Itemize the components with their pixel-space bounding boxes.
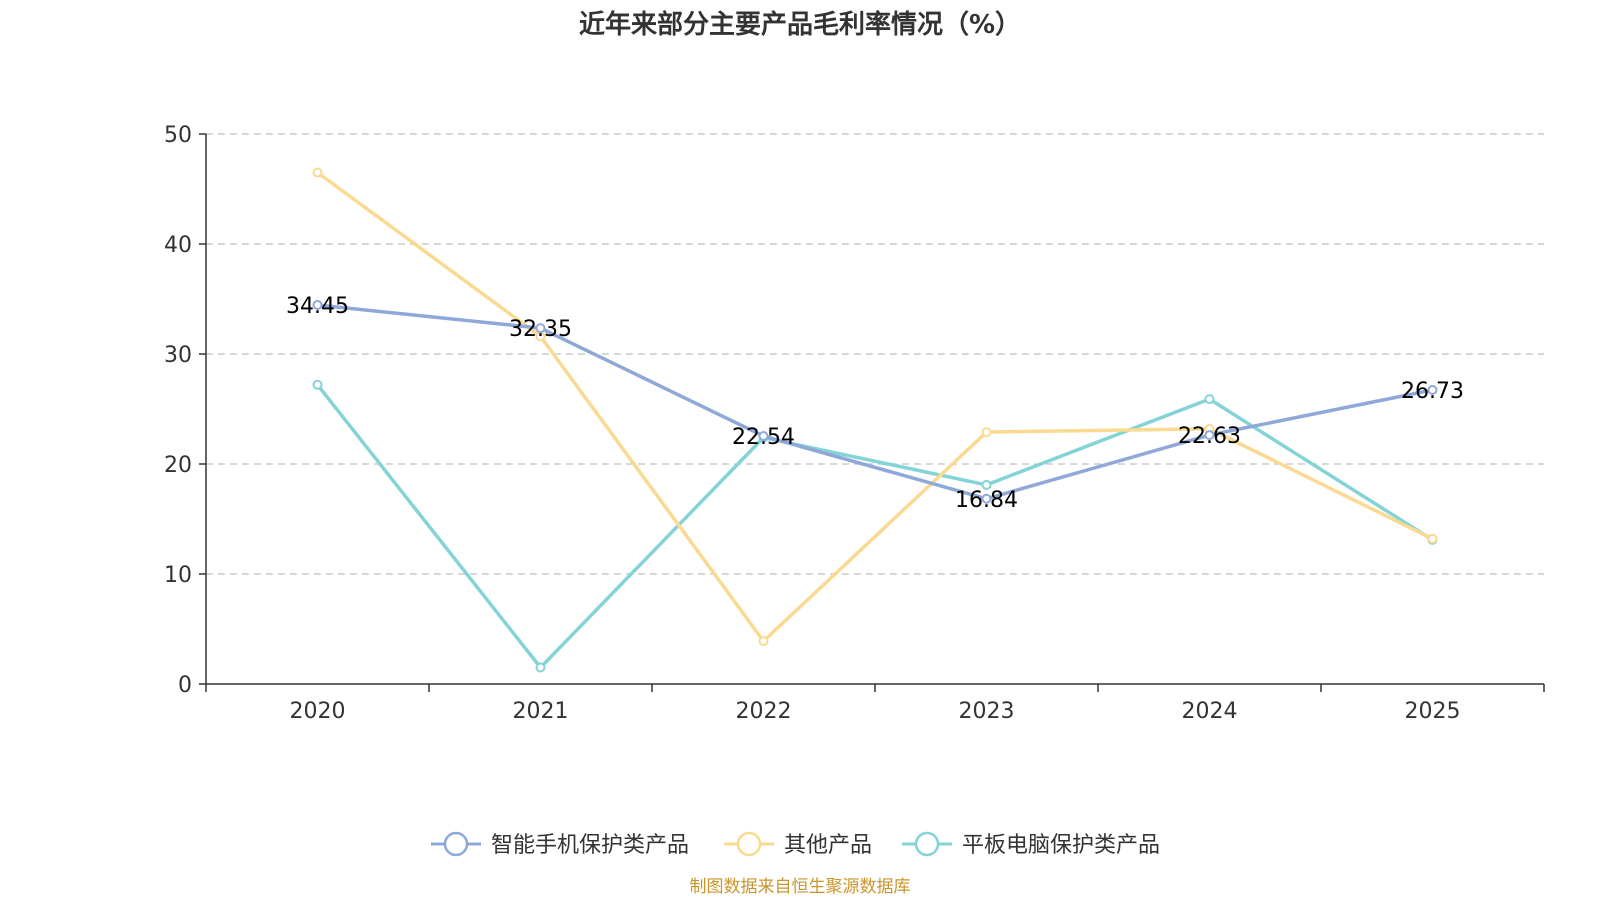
data-labels: 34.45 32.35 22.54 16.84 22.63 26.73 — [286, 294, 1464, 513]
data-point — [1427, 384, 1438, 395]
source-note: 制图数据来自恒生聚源数据库 — [690, 877, 911, 897]
y-tick-label: 40 — [164, 233, 192, 258]
series-lines — [312, 167, 1438, 673]
data-point — [312, 300, 323, 311]
data-point — [312, 379, 323, 390]
legend-circle-icon — [736, 831, 762, 857]
data-point — [535, 662, 546, 673]
data-point — [758, 431, 769, 442]
x-tick-label: 2021 — [513, 699, 569, 724]
legend-label: 平板电脑保护类产品 — [962, 833, 1160, 858]
legend-circle-icon — [914, 831, 940, 857]
y-tick-label: 20 — [164, 453, 192, 478]
x-tick-label: 2020 — [290, 699, 346, 724]
legend-label: 智能手机保护类产品 — [491, 833, 689, 858]
data-point — [981, 479, 992, 490]
x-tick-label: 2025 — [1405, 699, 1461, 724]
data-label: 22.63 — [1178, 424, 1241, 449]
data-point — [312, 167, 323, 178]
legend-item[interactable]: 平板电脑保护类产品 — [902, 831, 1160, 858]
y-tick-label: 50 — [164, 123, 192, 148]
axes: 0 10 20 30 40 50 2020 2021 2022 2023 2024 2025 — [164, 123, 1545, 724]
y-tick-label: 0 — [178, 673, 192, 698]
data-point — [1204, 394, 1215, 405]
legend-circle-icon — [443, 831, 469, 857]
chart-title: 近年来部分主要产品毛利率情况（%） — [579, 9, 1021, 40]
data-point — [1427, 533, 1438, 544]
series-line — [317, 303, 1433, 501]
legend-item[interactable]: 智能手机保护类产品 — [431, 831, 689, 858]
data-point — [1204, 430, 1215, 441]
legend-item[interactable]: 其他产品 — [724, 831, 872, 858]
x-tick-label: 2023 — [959, 699, 1015, 724]
legend-label: 其他产品 — [784, 833, 872, 858]
series-line — [316, 383, 1434, 670]
data-label: 16.84 — [955, 488, 1018, 513]
data-point — [981, 427, 992, 438]
data-label: 22.54 — [732, 425, 795, 450]
y-tick-label: 10 — [164, 563, 192, 588]
data-label: 26.73 — [1401, 379, 1464, 404]
grid-lines — [206, 133, 1544, 575]
data-point — [981, 493, 992, 504]
y-tick-label: 30 — [164, 343, 192, 368]
x-tick-label: 2022 — [736, 699, 792, 724]
legend[interactable]: 智能手机保护类产品 其他产品 平板电脑保护类产品 — [431, 831, 1160, 858]
data-label: 32.35 — [509, 317, 572, 342]
data-label: 34.45 — [286, 294, 349, 319]
data-point — [758, 636, 769, 647]
x-tick-label: 2024 — [1182, 699, 1238, 724]
data-point — [535, 323, 546, 334]
series-line — [316, 171, 1434, 643]
